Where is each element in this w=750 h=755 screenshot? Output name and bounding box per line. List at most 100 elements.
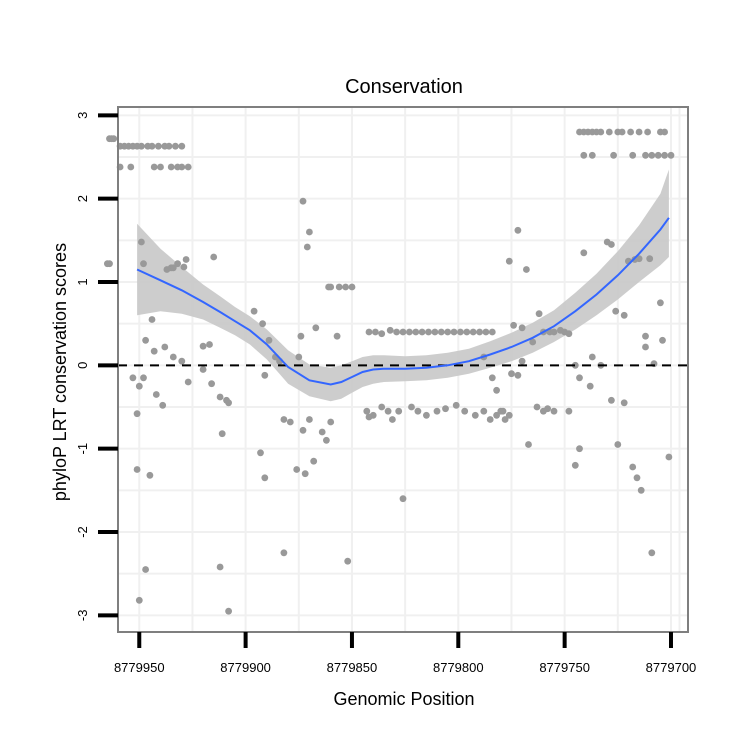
data-point [399, 328, 407, 336]
data-point [327, 283, 335, 291]
data-point [306, 228, 313, 236]
data-point [363, 407, 371, 415]
x-tick-label: 8779950 [114, 660, 165, 675]
data-point [525, 441, 532, 448]
data-point [523, 266, 530, 273]
data-point [605, 128, 613, 136]
data-point [169, 264, 177, 272]
data-point [406, 328, 413, 336]
data-point [610, 151, 617, 159]
data-point [667, 151, 675, 159]
data-point [133, 410, 141, 418]
data-point [665, 453, 673, 461]
y-tick-label: 2 [75, 195, 90, 202]
data-point [280, 549, 288, 557]
data-point [629, 463, 637, 471]
data-point [629, 151, 637, 159]
data-point [152, 391, 160, 398]
data-point [518, 357, 526, 365]
data-point [444, 328, 452, 336]
data-point [412, 328, 420, 336]
y-tick-label: -2 [75, 526, 90, 538]
data-point [637, 486, 645, 494]
data-point [580, 151, 588, 159]
data-point [486, 416, 494, 423]
data-point [505, 257, 513, 265]
data-point [138, 142, 145, 150]
data-point [210, 253, 218, 261]
data-point [327, 418, 335, 426]
data-point [225, 607, 233, 615]
data-point [580, 249, 588, 257]
data-point [408, 403, 415, 411]
data-point [157, 163, 164, 171]
data-point [529, 338, 537, 346]
data-point [133, 466, 141, 473]
data-point [159, 401, 167, 409]
x-tick-label: 8779750 [539, 660, 590, 675]
data-point [535, 310, 543, 318]
data-point [505, 411, 513, 419]
data-point [588, 151, 596, 159]
data-point [635, 255, 643, 263]
data-point [106, 260, 113, 268]
data-point [608, 396, 615, 404]
data-point [510, 321, 517, 329]
data-point [178, 163, 186, 171]
data-point [261, 474, 269, 482]
data-point [514, 226, 522, 234]
data-point [423, 411, 430, 419]
y-tick-label: 0 [75, 362, 90, 369]
data-point [480, 407, 488, 415]
data-point [386, 326, 394, 334]
data-point [437, 328, 445, 336]
data-point [172, 142, 179, 150]
data-point [588, 353, 596, 361]
data-point [550, 328, 558, 336]
y-tick-label: 3 [75, 112, 90, 119]
data-point [138, 238, 145, 246]
data-point [501, 416, 509, 423]
data-point [218, 430, 226, 438]
x-tick-label: 8779850 [327, 660, 378, 675]
data-point [469, 328, 477, 336]
smooth-trend-line [136, 217, 670, 386]
data-point [372, 328, 379, 336]
data-point [333, 332, 341, 340]
data-point [661, 151, 668, 159]
data-point [461, 407, 469, 415]
data-point [297, 332, 305, 340]
data-point [648, 151, 656, 159]
data-point [514, 371, 522, 379]
data-point [180, 263, 188, 271]
data-point [299, 426, 307, 434]
data-point [293, 466, 301, 473]
data-point [312, 324, 320, 332]
data-point [450, 328, 458, 336]
data-point [261, 371, 269, 379]
data-point [206, 341, 213, 348]
y-tick-label: -3 [75, 610, 90, 622]
data-point [457, 328, 464, 336]
data-point [148, 142, 156, 150]
data-point [265, 336, 273, 344]
data-point [597, 128, 605, 136]
data-point [633, 474, 641, 482]
data-point [184, 378, 192, 386]
data-point [518, 324, 526, 332]
data-point [657, 299, 664, 307]
data-point [618, 128, 626, 136]
data-point [199, 366, 207, 373]
data-point [642, 332, 649, 340]
data-point [571, 361, 579, 369]
data-point [135, 382, 143, 390]
data-point [301, 470, 309, 478]
data-point [431, 328, 439, 336]
data-point [576, 445, 583, 453]
y-axis-label: phyloP LRT conservation scores [50, 243, 70, 501]
data-point [533, 403, 541, 411]
x-tick-label: 8779800 [433, 660, 484, 675]
data-point [393, 328, 400, 336]
data-point [208, 380, 216, 388]
data-point [348, 283, 356, 291]
